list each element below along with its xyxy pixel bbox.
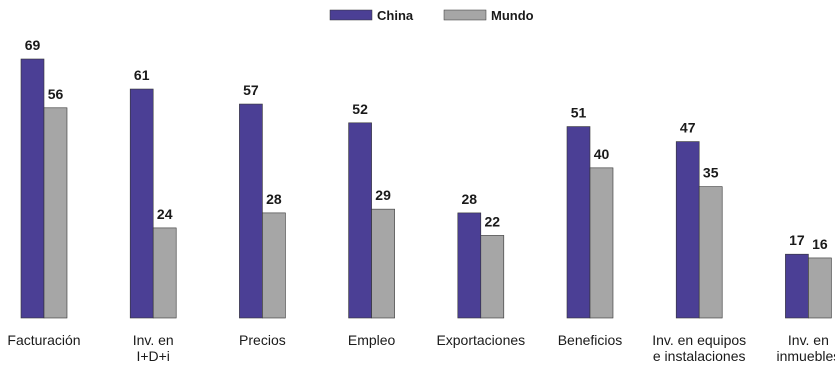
legend-swatch-china bbox=[330, 10, 372, 20]
bar-mundo-2 bbox=[262, 213, 285, 318]
bar-mundo-5 bbox=[590, 168, 613, 318]
data-label-china-4: 28 bbox=[462, 191, 478, 207]
data-label-china-1: 61 bbox=[134, 67, 150, 83]
bars bbox=[21, 59, 831, 318]
data-label-mundo-3: 29 bbox=[375, 187, 391, 203]
data-label-mundo-6: 35 bbox=[703, 165, 719, 181]
legend: China Mundo bbox=[330, 8, 534, 23]
bar-china-5 bbox=[567, 127, 590, 318]
bar-china-0 bbox=[21, 59, 44, 318]
data-label-china-3: 52 bbox=[352, 101, 368, 117]
data-label-china-7: 17 bbox=[789, 232, 805, 248]
bar-mundo-0 bbox=[44, 108, 67, 318]
bar-china-3 bbox=[349, 123, 372, 318]
category-label-7: Inv. en inmuebles bbox=[776, 332, 835, 364]
bar-china-6 bbox=[676, 142, 699, 318]
bar-china-2 bbox=[239, 104, 262, 318]
legend-label-china: China bbox=[377, 8, 414, 23]
bar-mundo-3 bbox=[372, 209, 395, 318]
data-label-china-2: 57 bbox=[243, 82, 259, 98]
legend-swatch-mundo bbox=[444, 10, 486, 20]
data-label-mundo-0: 56 bbox=[48, 86, 64, 102]
bar-mundo-4 bbox=[481, 235, 504, 318]
bar-mundo-6 bbox=[699, 187, 722, 318]
bar-china-7 bbox=[785, 254, 808, 318]
legend-label-mundo: Mundo bbox=[491, 8, 534, 23]
data-label-china-0: 69 bbox=[25, 37, 41, 53]
data-label-china-5: 51 bbox=[571, 105, 587, 121]
bar-mundo-7 bbox=[808, 258, 831, 318]
data-label-mundo-1: 24 bbox=[157, 206, 173, 222]
category-label-0: Facturación bbox=[7, 332, 80, 348]
category-label-1: Inv. en I+D+i bbox=[133, 332, 174, 364]
category-label-6: Inv. en equipos e instalaciones bbox=[652, 332, 746, 364]
category-label-4: Exportaciones bbox=[436, 332, 525, 348]
bar-mundo-1 bbox=[153, 228, 176, 318]
category-label-3: Empleo bbox=[348, 332, 396, 348]
bar-china-4 bbox=[458, 213, 481, 318]
data-label-mundo-5: 40 bbox=[594, 146, 610, 162]
data-label-mundo-2: 28 bbox=[266, 191, 282, 207]
data-label-china-6: 47 bbox=[680, 120, 696, 136]
data-label-mundo-7: 16 bbox=[812, 236, 828, 252]
category-label-2: Precios bbox=[239, 332, 286, 348]
category-labels: Facturación Inv. en I+D+i Precios Empleo Expo… bbox=[7, 332, 835, 364]
category-label-5: Beneficios bbox=[558, 332, 623, 348]
bar-china-1 bbox=[130, 89, 153, 318]
data-label-mundo-4: 22 bbox=[485, 213, 501, 229]
